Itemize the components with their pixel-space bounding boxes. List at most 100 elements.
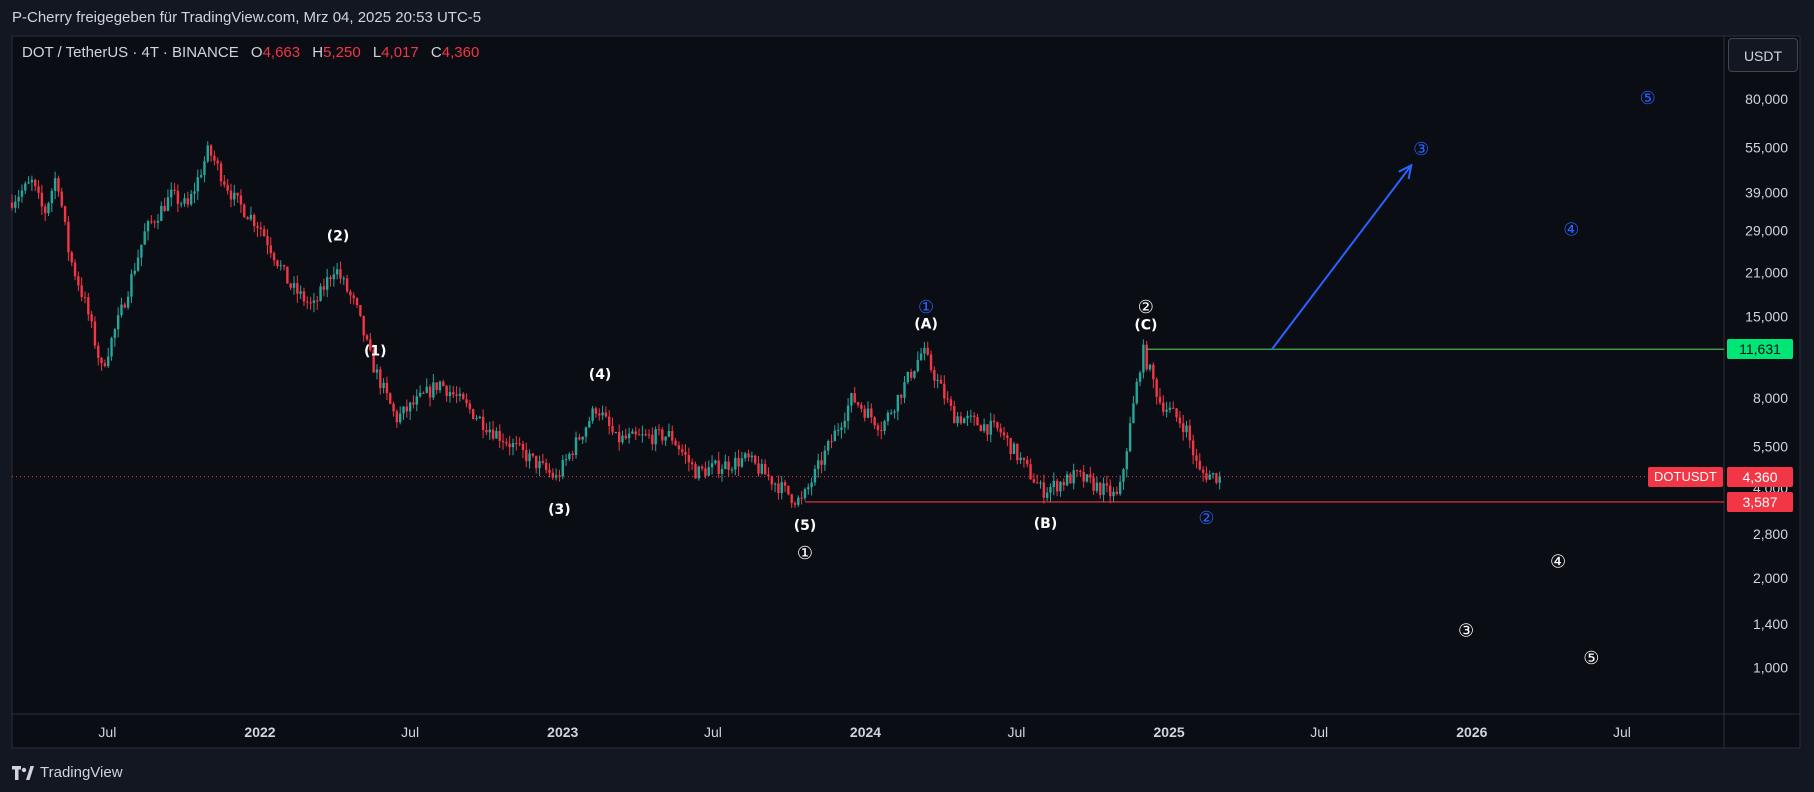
candle-body xyxy=(1019,457,1022,461)
candle-body xyxy=(710,463,714,468)
candle-body xyxy=(435,382,438,391)
wave-label: (C) xyxy=(1134,317,1157,333)
currency-button[interactable]: USDT xyxy=(1728,38,1798,72)
candle-body xyxy=(332,274,336,280)
wave-label: ② xyxy=(1198,508,1214,529)
candle-body xyxy=(574,437,578,456)
y-tick-label: 21,000 xyxy=(1745,265,1788,281)
candle-body xyxy=(392,403,395,412)
candle-body xyxy=(817,460,820,469)
x-tick-label: Jul xyxy=(401,724,419,740)
candle-body xyxy=(93,321,97,346)
candle-body xyxy=(233,192,236,200)
candle-body xyxy=(276,260,279,267)
candle-body xyxy=(389,393,392,404)
candle-body xyxy=(720,469,724,474)
legend-close-value: 4,360 xyxy=(441,44,480,61)
candle-body xyxy=(903,382,906,398)
wave-label: ② xyxy=(1138,297,1154,318)
wave-label: ④ xyxy=(1550,551,1566,572)
candle-body xyxy=(608,416,611,427)
y-tick-label: 5,500 xyxy=(1753,438,1788,454)
candle-body xyxy=(425,386,428,393)
candle-body xyxy=(312,300,316,303)
candle-body xyxy=(1185,425,1188,433)
candle-body xyxy=(1099,482,1102,495)
level-price-marker: 11,631 xyxy=(1727,339,1793,360)
candle-body xyxy=(667,431,671,437)
candle-body xyxy=(760,463,764,474)
candle-body xyxy=(637,434,641,436)
candle-body xyxy=(740,458,744,467)
candle-body xyxy=(415,396,418,405)
candle-body xyxy=(1158,396,1162,403)
candle-body xyxy=(1009,438,1012,455)
candle-body xyxy=(170,189,173,198)
candle-body xyxy=(820,460,823,465)
candle-body xyxy=(880,430,883,432)
candle-body xyxy=(160,205,163,221)
candle-body xyxy=(611,426,614,433)
candle-body xyxy=(365,335,369,340)
candle-body xyxy=(1042,482,1046,498)
share-header: P-Cherry freigegeben für TradingView.com… xyxy=(12,9,482,26)
candle-body xyxy=(34,179,37,187)
price-chart[interactable]: 1,0001,4002,0002,8004,0005,5008,00015,00… xyxy=(0,0,1814,754)
candle-body xyxy=(999,428,1002,433)
candle-body xyxy=(203,161,206,176)
candle-body xyxy=(398,413,402,423)
candle-body xyxy=(1165,409,1168,412)
candle-body xyxy=(677,445,681,450)
candle-body xyxy=(226,184,229,191)
legend-open-value: 4,663 xyxy=(262,44,301,61)
candle-body xyxy=(617,432,621,443)
candle-body xyxy=(352,295,355,299)
candle-body xyxy=(1032,479,1036,483)
candle-body xyxy=(853,393,856,403)
candle-body xyxy=(870,408,873,418)
candle-body xyxy=(219,163,223,182)
candle-body xyxy=(793,503,797,505)
candle-body xyxy=(1049,487,1052,493)
candle-body xyxy=(1062,482,1065,486)
candle-body xyxy=(1072,470,1075,484)
current-price-marker: 4,360 xyxy=(1727,466,1793,487)
candle-body xyxy=(17,196,20,202)
candle-body xyxy=(296,283,299,294)
candle-body xyxy=(289,283,292,288)
candle-body xyxy=(1055,480,1059,492)
candle-body xyxy=(601,412,604,416)
candle-body xyxy=(349,291,352,296)
candle-body xyxy=(1145,344,1148,370)
candle-body xyxy=(77,276,80,286)
candle-body xyxy=(548,469,551,473)
candle-body xyxy=(442,381,445,386)
x-tick-label: Jul xyxy=(1613,724,1631,740)
candle-body xyxy=(571,453,574,456)
candle-body xyxy=(1135,381,1138,404)
candle-body xyxy=(949,399,953,406)
candle-body xyxy=(893,411,896,413)
y-tick-label: 80,000 xyxy=(1745,91,1788,107)
candle-body xyxy=(515,443,518,445)
brand-name: TradingView xyxy=(40,764,123,781)
candle-body xyxy=(953,405,956,424)
candle-body xyxy=(339,269,342,279)
candle-body xyxy=(223,181,226,185)
candle-body xyxy=(50,190,54,204)
candle-body xyxy=(976,417,979,426)
candle-body xyxy=(1148,364,1152,370)
tradingview-logo[interactable]: TradingView xyxy=(12,764,123,781)
candle-body xyxy=(1125,451,1128,470)
candle-body xyxy=(1095,482,1099,491)
candle-body xyxy=(505,442,508,444)
candle-body xyxy=(581,436,584,440)
candle-body xyxy=(561,459,564,477)
x-tick-label: 2022 xyxy=(244,724,275,740)
candle-body xyxy=(239,195,243,205)
candle-body xyxy=(322,286,326,290)
candle-body xyxy=(1132,403,1135,424)
candle-body xyxy=(53,178,57,191)
candle-body xyxy=(475,418,478,420)
candle-body xyxy=(272,253,276,261)
